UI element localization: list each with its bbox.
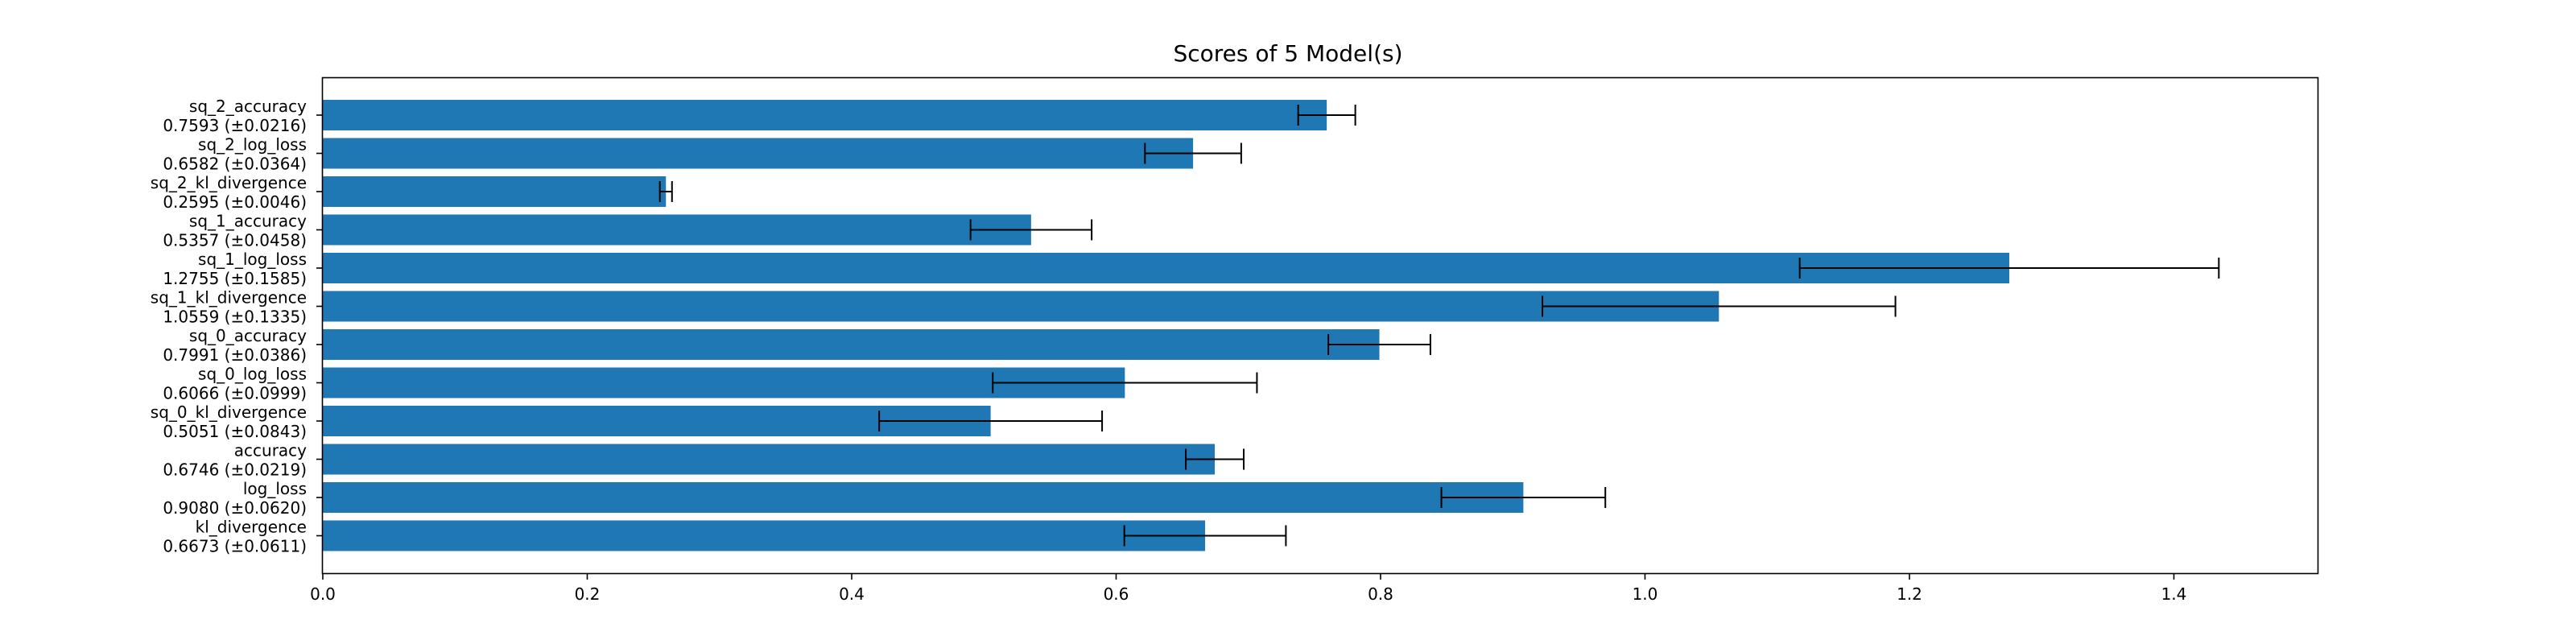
y-tick-name: sq_1_kl_divergence <box>151 288 307 308</box>
y-tick-value: 0.7991 (±0.0386) <box>163 345 307 365</box>
y-tick-value: 0.6673 (±0.0611) <box>163 537 307 556</box>
x-tick-label: 1.4 <box>2161 584 2187 604</box>
x-tick-label: 0.0 <box>310 584 336 604</box>
bar-sq_1_kl_divergence <box>323 291 1719 322</box>
bar-sq_2_log_loss <box>323 138 1194 169</box>
errorbars-layer <box>658 105 2220 547</box>
y-tick-value: 0.6066 (±0.0999) <box>163 384 307 403</box>
y-tick-name: kl_divergence <box>196 518 307 537</box>
y-tick-label-sq_2_kl_divergence: sq_2_kl_divergence 0.2595 (±0.0046) <box>151 173 307 212</box>
y-tick-label-sq_0_log_loss: sq_0_log_loss 0.6066 (±0.0999) <box>163 365 307 403</box>
x-tick-label: 1.2 <box>1897 584 1922 604</box>
y-tick-value: 0.9080 (±0.0620) <box>163 498 307 518</box>
bar-log_loss <box>323 482 1524 513</box>
y-tick-name: sq_2_kl_divergence <box>151 173 307 192</box>
y-tick-label-accuracy: accuracy 0.6746 (±0.0219) <box>163 441 307 480</box>
chart-title: Scores of 5 Model(s) <box>1173 40 1402 67</box>
x-axis: 0.0 0.2 0.4 0.6 0.8 1.0 1.2 1.4 <box>310 573 2186 604</box>
y-tick-label-sq_0_accuracy: sq_0_accuracy 0.7991 (±0.0386) <box>163 326 307 365</box>
y-tick-label-kl_divergence: kl_divergence 0.6673 (±0.0611) <box>163 518 307 556</box>
y-tick-value: 0.5357 (±0.0458) <box>163 231 307 250</box>
bar-sq_1_log_loss <box>323 253 2009 283</box>
y-tick-value: 1.0559 (±0.1335) <box>163 308 307 327</box>
y-tick-label-sq_1_log_loss: sq_1_log_loss 1.2755 (±0.1585) <box>163 250 307 288</box>
y-tick-label-sq_0_kl_divergence: sq_0_kl_divergence 0.5051 (±0.0843) <box>151 402 307 441</box>
bar-accuracy <box>323 444 1216 475</box>
x-tick-label: 0.2 <box>575 584 601 604</box>
x-tick-label: 0.4 <box>839 584 865 604</box>
y-tick-label-sq_1_kl_divergence: sq_1_kl_divergence 1.0559 (±0.1335) <box>151 288 307 327</box>
bar-sq_1_accuracy <box>323 214 1031 246</box>
y-tick-label-sq_2_log_loss: sq_2_log_loss 0.6582 (±0.0364) <box>163 135 307 174</box>
y-tick-value: 0.5051 (±0.0843) <box>163 422 307 441</box>
y-tick-value: 0.6746 (±0.0219) <box>163 460 307 480</box>
plot-frame <box>321 76 2319 575</box>
x-tick-label: 0.6 <box>1104 584 1129 604</box>
y-tick-value: 0.6582 (±0.0364) <box>163 155 307 174</box>
y-tick-name: sq_0_log_loss <box>198 365 307 384</box>
y-tick-label-sq_1_accuracy: sq_1_accuracy 0.5357 (±0.0458) <box>163 212 307 250</box>
y-tick-name: sq_0_accuracy <box>189 326 307 345</box>
y-tick-name: sq_0_kl_divergence <box>151 402 307 422</box>
y-tick-label-log_loss: log_loss 0.9080 (±0.0620) <box>163 479 307 518</box>
y-tick-value: 0.7593 (±0.0216) <box>163 116 307 135</box>
y-tick-value: 0.2595 (±0.0046) <box>163 192 307 212</box>
y-tick-name: sq_1_log_loss <box>198 250 307 269</box>
bar-sq_0_log_loss <box>323 367 1125 398</box>
y-tick-name: sq_1_accuracy <box>189 212 307 231</box>
y-axis: sq_2_accuracy 0.7593 (±0.0216)sq_2_log_lo… <box>151 97 323 556</box>
x-tick-label: 0.8 <box>1368 584 1393 604</box>
y-tick-name: sq_2_log_loss <box>198 135 307 155</box>
bar-sq_0_accuracy <box>323 329 1380 360</box>
bar-kl_divergence <box>323 520 1206 551</box>
y-tick-value: 1.2755 (±0.1585) <box>163 269 307 288</box>
y-tick-name: log_loss <box>243 479 307 498</box>
y-tick-name: accuracy <box>234 441 307 460</box>
bar-sq_2_kl_divergence <box>323 176 667 207</box>
y-tick-label-sq_2_accuracy: sq_2_accuracy 0.7593 (±0.0216) <box>163 97 307 135</box>
y-tick-name: sq_2_accuracy <box>189 97 307 116</box>
x-tick-label: 1.0 <box>1633 584 1658 604</box>
bars-layer <box>323 100 2009 551</box>
bar-sq_2_accuracy <box>323 100 1327 130</box>
